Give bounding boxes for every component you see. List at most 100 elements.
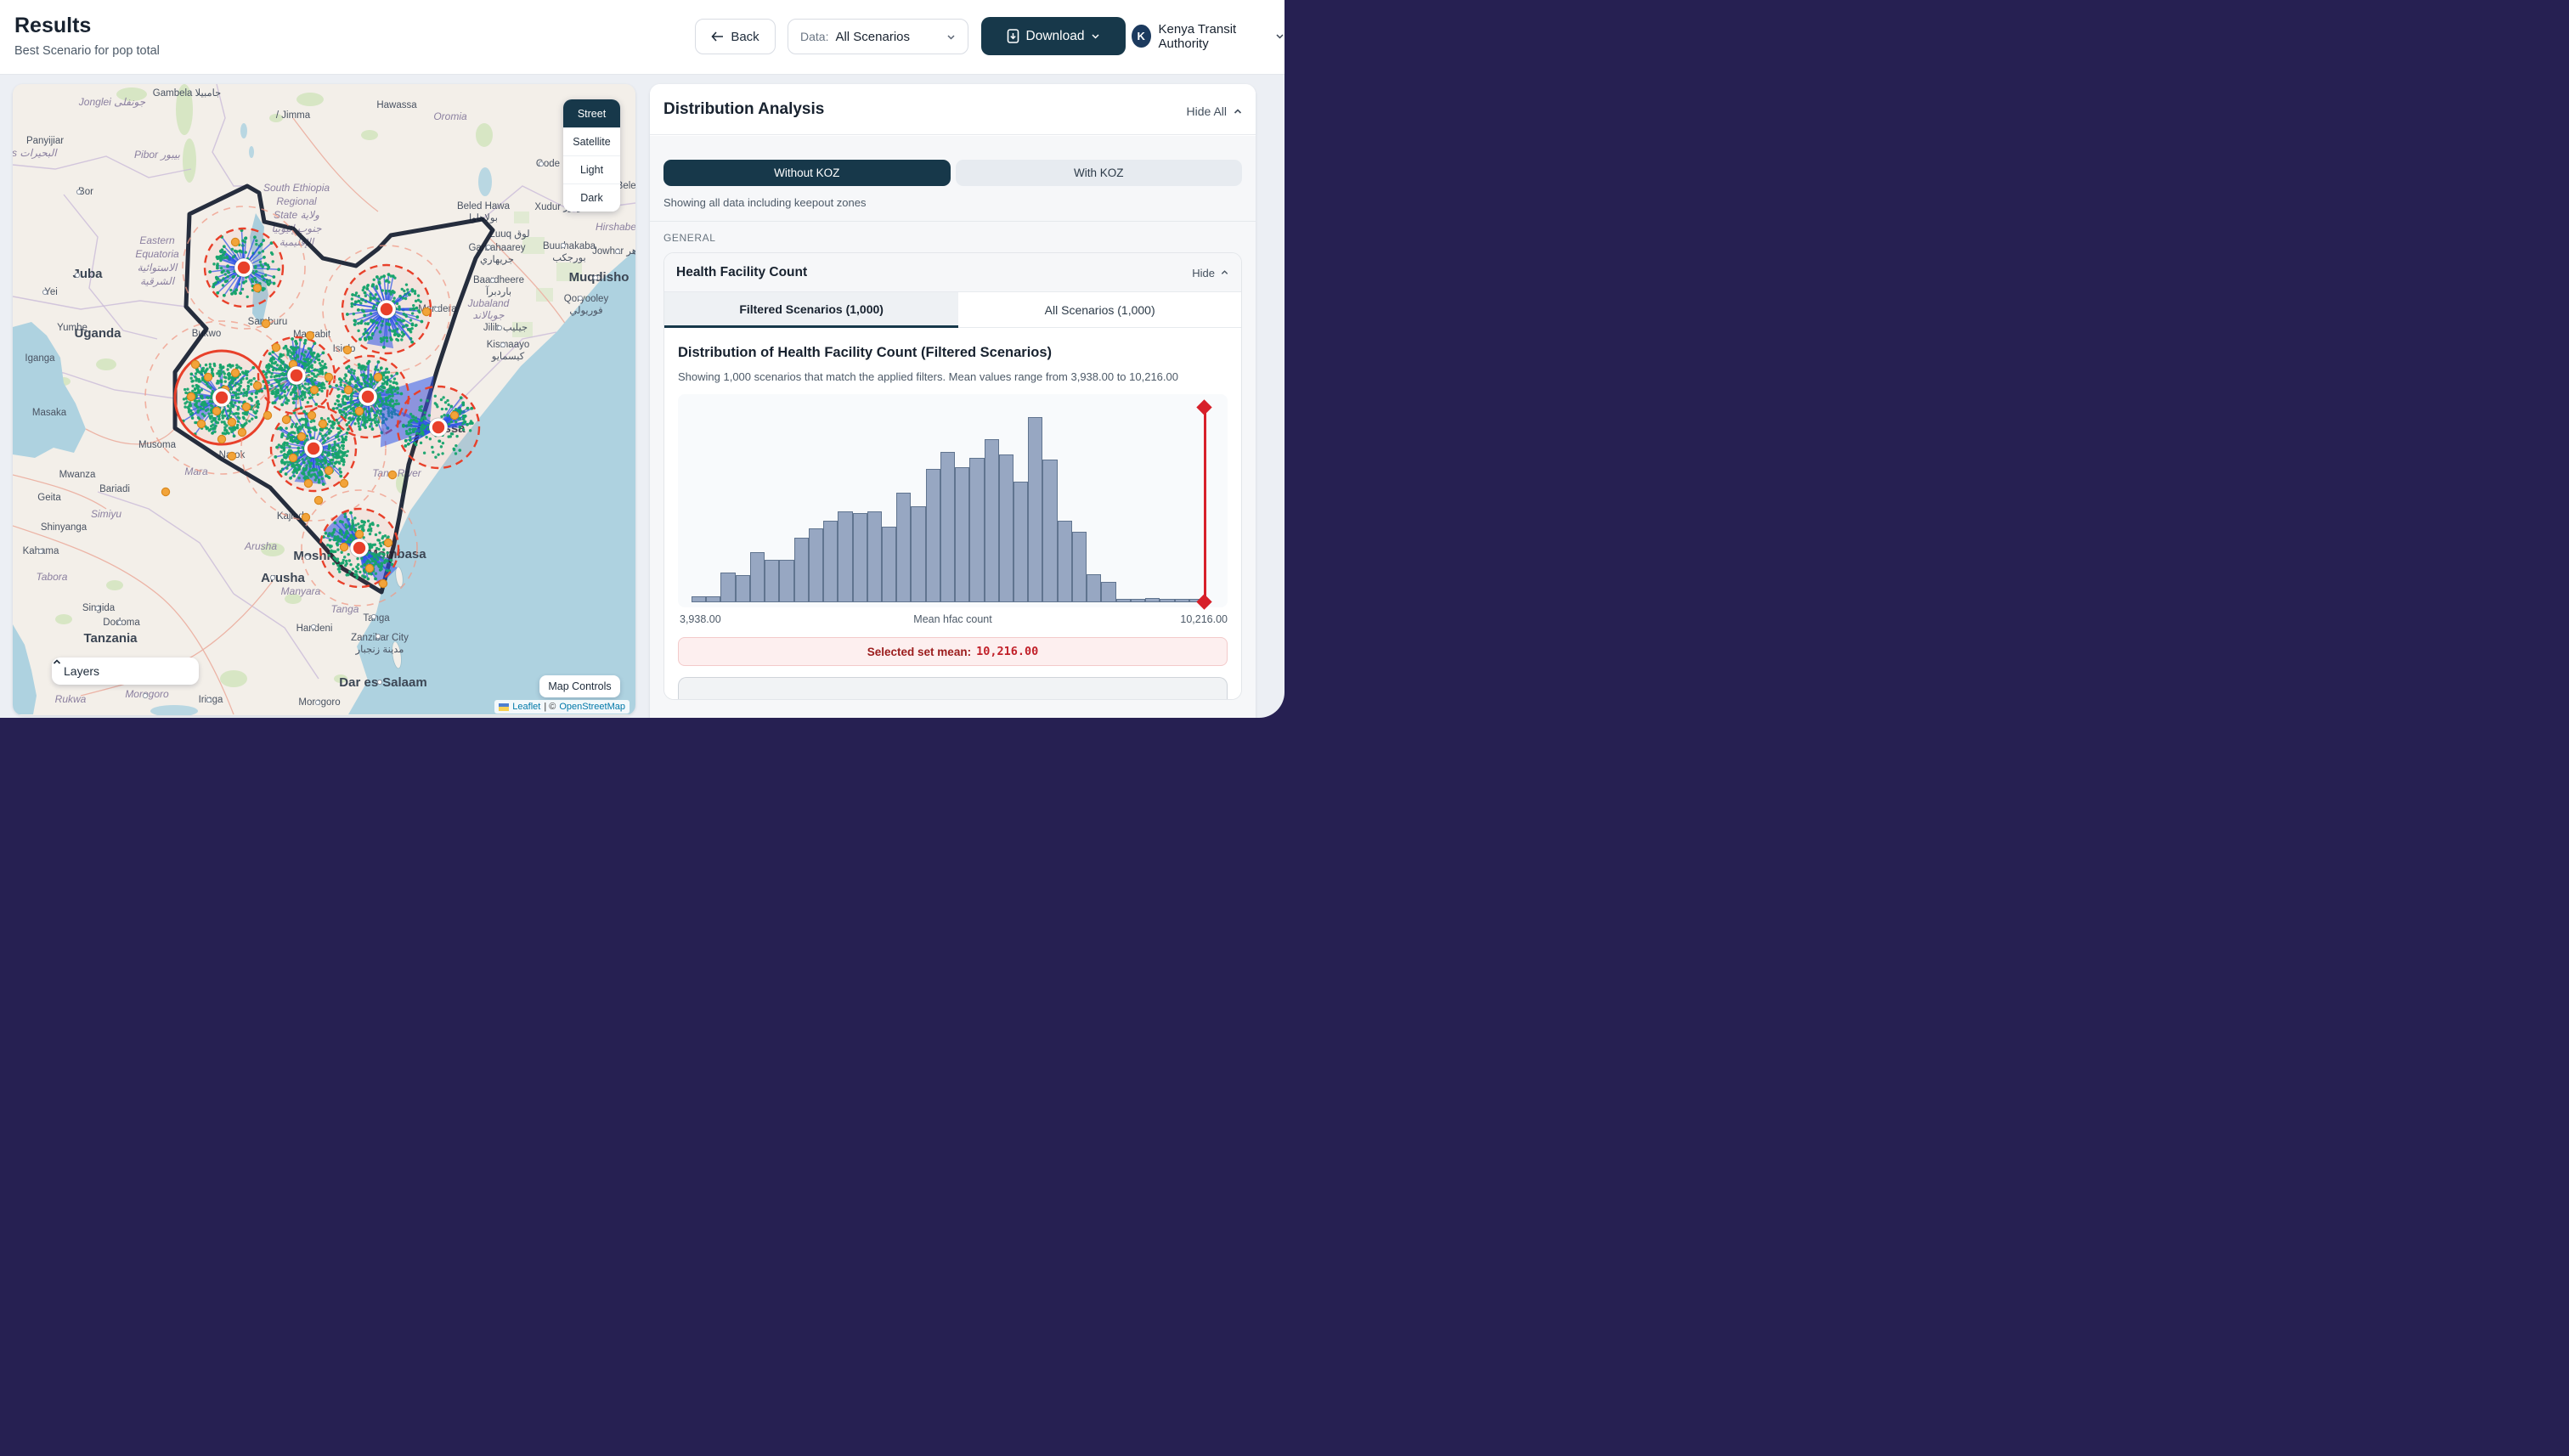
with-koz-button[interactable]: With KOZ: [956, 160, 1243, 186]
data-scenario-select[interactable]: Data: All Scenarios: [788, 19, 968, 54]
population-point: [334, 403, 336, 405]
population-point: [302, 358, 305, 360]
small-lake: [240, 123, 247, 138]
org-menu[interactable]: K Kenya Transit Authority: [1132, 17, 1284, 55]
leaflet-link[interactable]: Leaflet: [512, 702, 540, 712]
population-point: [377, 297, 380, 300]
population-point: [409, 319, 412, 321]
population-point: [421, 417, 423, 420]
map-label: Jubaland: [467, 297, 510, 309]
osm-link[interactable]: OpenStreetMap: [559, 702, 625, 712]
map-controls-button[interactable]: Map Controls: [539, 675, 620, 697]
population-point: [319, 364, 322, 366]
population-point: [303, 396, 306, 398]
population-point: [411, 312, 414, 314]
layer-option-light[interactable]: Light: [563, 155, 620, 183]
facility-dot: [289, 454, 296, 461]
population-point: [347, 553, 350, 556]
population-point: [221, 411, 223, 414]
population-point: [234, 250, 236, 252]
population-point: [223, 252, 225, 255]
map-controls-label: Map Controls: [548, 680, 611, 692]
map-label: Beled Hawa: [457, 201, 511, 212]
population-point: [373, 319, 375, 322]
population-point: [290, 392, 292, 394]
layer-option-dark[interactable]: Dark: [563, 183, 620, 212]
site-marker[interactable]: [238, 262, 250, 274]
population-point: [453, 448, 455, 450]
population-point: [362, 289, 364, 291]
population-point: [201, 379, 204, 381]
population-point: [318, 382, 320, 385]
tab-all-scenarios[interactable]: All Scenarios (1,000): [958, 292, 1241, 328]
map-vegetation: [96, 358, 116, 370]
population-point: [284, 364, 286, 366]
site-marker[interactable]: [381, 303, 392, 315]
population-point: [441, 452, 443, 454]
population-point: [342, 437, 345, 440]
population-point: [450, 420, 453, 423]
site-marker[interactable]: [291, 370, 302, 381]
population-point: [255, 396, 257, 398]
population-point: [386, 551, 388, 554]
demand-point: [461, 401, 465, 404]
card-hide-button[interactable]: Hide: [1192, 267, 1229, 279]
site-marker[interactable]: [308, 443, 319, 454]
without-koz-button[interactable]: Without KOZ: [663, 160, 951, 186]
demand-point: [462, 420, 466, 424]
population-point: [279, 355, 282, 358]
population-point: [191, 390, 194, 392]
facility-dot: [253, 284, 261, 291]
population-point: [375, 533, 377, 536]
download-file-icon: [1007, 29, 1019, 43]
population-point: [209, 363, 212, 365]
population-point: [341, 435, 343, 437]
demand-point: [302, 461, 306, 465]
map-panel[interactable]: Jonglei جونفلىGambela جامبيلا/ JimmaPany…: [13, 84, 635, 715]
hide-all-button[interactable]: Hide All: [1187, 104, 1242, 118]
site-marker[interactable]: [362, 391, 374, 403]
population-point: [293, 466, 296, 468]
population-point: [415, 416, 417, 419]
map-label: Luuq لوق: [489, 229, 529, 240]
back-button[interactable]: Back: [695, 19, 776, 54]
population-point: [331, 420, 334, 423]
population-point: [255, 280, 257, 283]
facility-dot: [314, 496, 322, 504]
population-point: [307, 358, 309, 360]
population-point: [314, 478, 317, 481]
demand-point: [346, 432, 349, 435]
population-point: [315, 458, 318, 460]
population-point: [469, 429, 471, 432]
tab-filtered-scenarios[interactable]: Filtered Scenarios (1,000): [664, 292, 958, 328]
map-label: Shinyanga: [41, 522, 88, 533]
layer-option-satellite[interactable]: Satellite: [563, 127, 620, 155]
facility-dot: [388, 471, 396, 478]
next-collapsed-card[interactable]: [678, 677, 1228, 699]
population-point: [409, 308, 412, 311]
population-point: [336, 399, 338, 402]
population-point: [285, 386, 288, 388]
demand-point: [304, 339, 308, 342]
demand-point: [404, 439, 408, 443]
layers-button[interactable]: Layers: [52, 657, 199, 685]
download-button[interactable]: Download: [981, 17, 1126, 55]
demand-point: [279, 426, 282, 430]
population-point: [272, 357, 274, 359]
population-point: [434, 456, 437, 459]
population-point: [353, 422, 356, 425]
site-marker[interactable]: [216, 392, 228, 404]
site-marker[interactable]: [432, 421, 444, 433]
population-point: [354, 528, 357, 530]
population-point: [268, 370, 270, 373]
population-point: [237, 420, 240, 422]
population-point: [282, 374, 285, 376]
layer-option-street[interactable]: Street: [563, 99, 620, 127]
site-marker[interactable]: [353, 542, 365, 554]
x-axis-line: [692, 601, 1204, 603]
population-point: [415, 420, 418, 422]
map-canvas[interactable]: Jonglei جونفلىGambela جامبيلا/ JimmaPany…: [13, 84, 635, 715]
population-point: [348, 412, 351, 415]
population-point: [342, 395, 345, 398]
population-point: [326, 544, 329, 546]
